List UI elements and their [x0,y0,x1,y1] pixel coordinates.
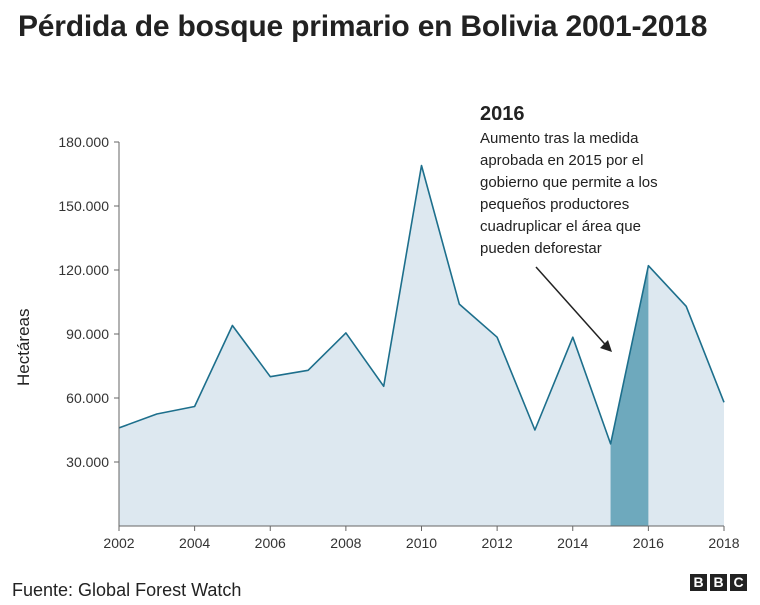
bbc-logo: B B C [690,574,747,591]
area-fill [119,165,724,526]
annotation-text: Aumento tras la medida aprobada en 2015 … [480,130,658,257]
logo-letter-b2: B [710,574,727,591]
y-tick-label: 150.000 [58,198,109,214]
y-axis-label: Hectáreas [14,308,33,386]
y-tick-label: 120.000 [58,262,109,278]
y-tick-label: 90.000 [66,326,109,342]
x-tick-label: 2014 [557,535,588,551]
x-tick-label: 2012 [482,535,513,551]
x-tick-label: 2002 [103,535,134,551]
series-line [118,164,725,445]
x-tick-label: 2010 [406,535,437,551]
x-tick-label: 2016 [633,535,664,551]
logo-letter-b1: B [690,574,707,591]
y-tick-label: 60.000 [66,390,109,406]
x-tick-label: 2008 [330,535,361,551]
annotation-title: 2016 [480,103,525,125]
x-tick-label: 2006 [255,535,286,551]
highlight-area-2015-2016 [610,265,649,526]
annotation-arrow-head [600,340,612,352]
y-tick-label: 30.000 [66,454,109,470]
x-tick-label: 2018 [708,535,739,551]
y-tick-label: 180.000 [58,134,109,150]
source-note: Fuente: Global Forest Watch [12,580,242,600]
annotation-arrow-line [535,266,608,347]
x-tick-label: 2004 [179,535,210,551]
chart-title: Pérdida de bosque primario en Bolivia 20… [18,10,708,43]
logo-letter-c: C [730,574,747,591]
